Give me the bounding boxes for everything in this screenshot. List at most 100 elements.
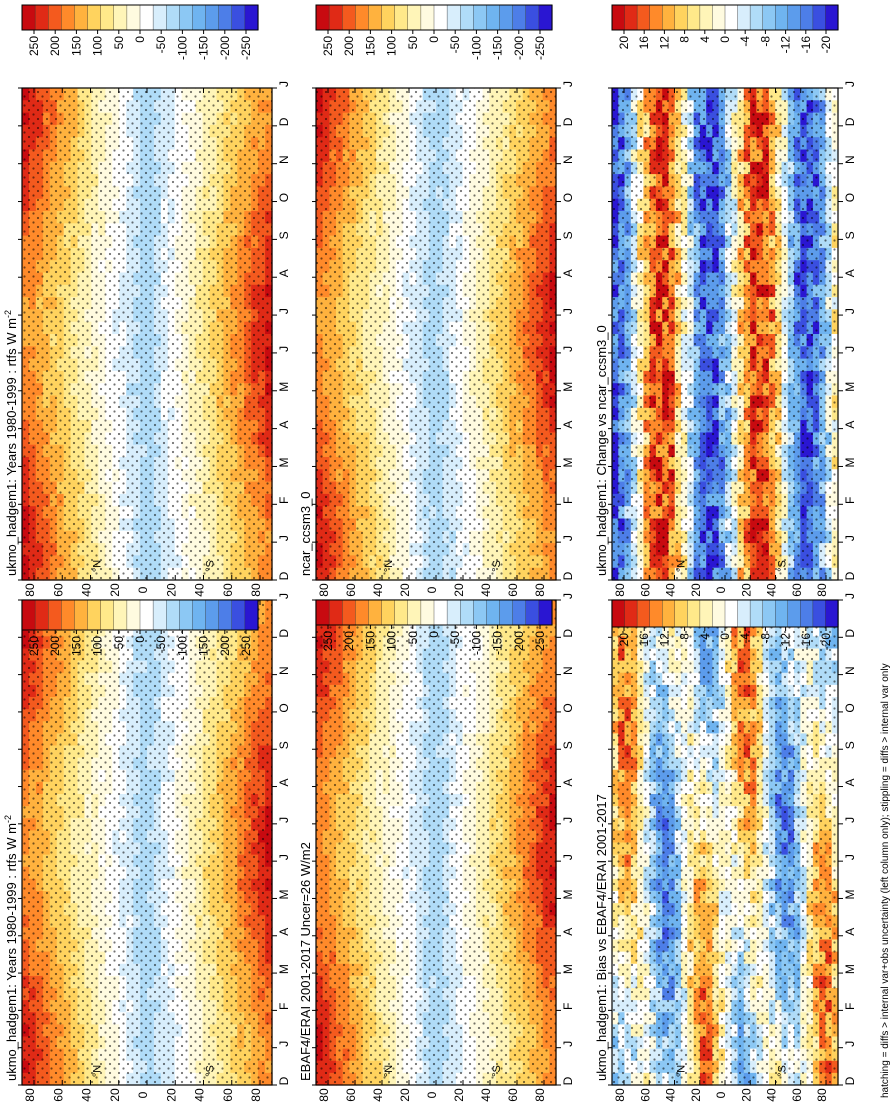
colorbar-swatch [486,599,501,626]
time-tick-label: M [277,964,291,974]
colorbar-label: 200 [48,636,62,656]
colorbar-label: 150 [69,36,83,56]
lat-tick-label: 80 [249,1088,263,1102]
panel-title: ukmo_hadgem1: Years 1980-1999 : rtfs W m… [3,310,19,576]
panel-title: EBAF4/ERAI 2001-2017 Uncer=26 W/m2 [298,842,313,1081]
lat-tick-label: 60 [344,1088,358,1102]
time-tick-label: J [277,1041,291,1047]
time-tick-label: M [277,889,291,899]
colorbar-swatch [113,4,128,31]
colorbar-swatch [205,599,220,631]
colorbar-label: 150 [363,631,377,651]
lat-tick-label: 60 [506,1088,520,1102]
colorbar-swatch [342,599,356,626]
lat-tick-label: 80 [533,1088,547,1102]
lat-tick-label: 40 [193,1088,207,1102]
colorbar-label: 150 [69,636,83,656]
stipple-overlay [22,600,272,1085]
colorbar-label: 50 [406,631,420,645]
colorbar-swatch [512,599,527,626]
time-tick-label: D [561,1076,575,1085]
lat-tick-label: 40 [371,1088,385,1102]
time-tick-label: M [561,889,575,899]
colorbar-swatch [113,599,128,631]
colorbar-label: -50 [154,36,168,54]
colorbar-swatch [381,599,396,626]
lat-tick-label: 20 [398,1088,412,1102]
time-tick-label: S [561,741,575,749]
colorbar-swatch [355,599,370,626]
time-tick-label: J [277,593,291,599]
time-tick-label: J [561,593,575,599]
colorbar-swatch [192,599,207,631]
time-tick-label: D [561,629,575,638]
colorbar-label: -200 [512,631,526,655]
hemisphere-label: °S [491,1065,503,1077]
lat-tick-label: 80 [23,583,37,597]
colorbar-label: 0 [133,636,147,643]
time-tick-label: A [277,928,291,936]
time-tick-label: D [277,629,291,638]
time-tick-label: N [277,155,291,164]
time-tick-label: J [277,535,291,541]
colorbar-swatch [87,4,102,31]
time-tick-label: O [277,193,291,202]
time-tick-label: J [277,346,291,352]
colorbar-swatch [100,4,115,31]
colorbar-label: 100 [385,631,399,651]
time-tick-label: O [277,703,291,712]
colorbar-label: -100 [175,636,189,660]
colorbar-swatch [244,599,259,631]
lat-tick-label: 60 [51,1088,65,1102]
time-tick-label: F [561,1003,575,1010]
lat-tick-label: 60 [221,583,235,597]
panel-title-text: ukmo_hadgem1: Years 1980-1999 : rtfs W m [4,318,19,576]
lat-tick-label: 0 [136,1091,150,1098]
time-tick-label: A [277,421,291,429]
colorbar-swatch [499,599,514,626]
colorbar-swatch [328,599,343,626]
colorbar-label: -250 [533,631,547,655]
panel-title-text: EBAF4/ERAI 2001-2017 Uncer=26 W/m2 [298,842,313,1081]
lat-tick-label: 80 [249,583,263,597]
colorbar-swatch [126,599,141,631]
colorbar-swatch [21,599,36,631]
colorbar-label: -150 [197,636,211,660]
time-tick-label: F [277,1003,291,1010]
colorbar-swatch [61,599,76,631]
colorbar-label: -250 [239,636,253,660]
time-tick-label: S [277,741,291,749]
colorbar-swatch [166,599,180,631]
colorbar-p2: 250 200 150 100 50 0 -50 -100 -150 -200 -250 [21,4,259,60]
colorbar-swatch [460,599,474,626]
time-tick-label: J [561,854,575,860]
colorbar-swatch [74,4,89,31]
colorbar-swatch [48,4,62,31]
panel-title: ukmo_hadgem1: Years 1980-1999 : rtfs W m… [3,815,19,1081]
colorbar-swatch [525,599,540,626]
colorbar-label: 0 [427,631,441,638]
colorbar-label: -50 [154,636,168,654]
colorbar-swatch [446,599,461,626]
colorbar-label: 100 [91,36,105,56]
lat-tick-label: 60 [51,583,65,597]
colorbar-label: 50 [112,36,126,50]
stipple-overlay [22,88,272,580]
colorbar-swatch [231,4,246,31]
colorbar-label: 50 [112,636,126,650]
colorbar-swatch [139,4,154,31]
colorbar-swatch [166,4,180,31]
panel-title-superscript: -2 [3,815,13,823]
colorbar-swatch [74,599,89,631]
time-tick-label: A [277,269,291,277]
colorbar-swatch [34,599,49,631]
colorbar-label: -50 [448,631,462,649]
lat-tick-label: 0 [425,1091,439,1098]
colorbar-swatch [433,599,448,626]
hemisphere-label: °N [92,560,104,572]
time-tick-label: N [561,666,575,675]
lat-tick-label: 20 [164,1088,178,1102]
